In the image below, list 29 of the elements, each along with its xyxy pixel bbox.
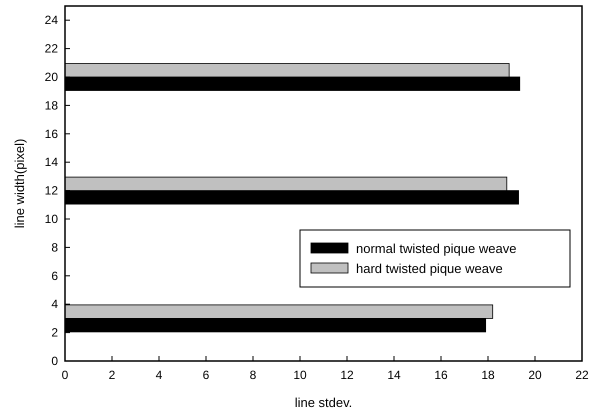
- y-tick-label: 2: [51, 326, 58, 340]
- x-tick-label: 0: [62, 368, 69, 382]
- x-tick-label: 20: [528, 368, 542, 382]
- x-tick-label: 12: [340, 368, 354, 382]
- x-axis-title: line stdev.: [294, 395, 352, 410]
- y-tick-label: 18: [44, 98, 58, 112]
- x-tick-label: 6: [202, 368, 210, 382]
- y-tick-label: 12: [44, 184, 58, 198]
- y-axis-title: line width(pixel): [12, 138, 27, 228]
- y-tick-label: 10: [44, 212, 58, 226]
- y-tick-label: 24: [44, 13, 58, 28]
- y-tick-label: 22: [44, 42, 58, 56]
- x-tick-label: 2: [108, 368, 116, 382]
- y-tick-label: 20: [44, 70, 58, 84]
- y-tick-label: 8: [51, 240, 58, 254]
- x-tick-label: 8: [250, 368, 257, 382]
- x-tick-label: 22: [575, 368, 589, 382]
- x-tick-label: 16: [434, 368, 448, 382]
- legend-label: hard twisted pique weave: [356, 261, 503, 276]
- y-tick-label: 4: [51, 297, 58, 312]
- y-tick-label: 16: [44, 126, 58, 141]
- x-tick-label: 14: [387, 368, 401, 382]
- y-tick-label: 14: [44, 155, 58, 170]
- y-tick-label: 6: [51, 268, 58, 283]
- x-tick-label: 4: [156, 368, 163, 382]
- y-tick-label: 0: [51, 354, 58, 368]
- x-tick-label: 10: [293, 368, 307, 382]
- legend-label: normal twisted pique weave: [356, 241, 516, 256]
- x-tick-label: 18: [481, 368, 495, 382]
